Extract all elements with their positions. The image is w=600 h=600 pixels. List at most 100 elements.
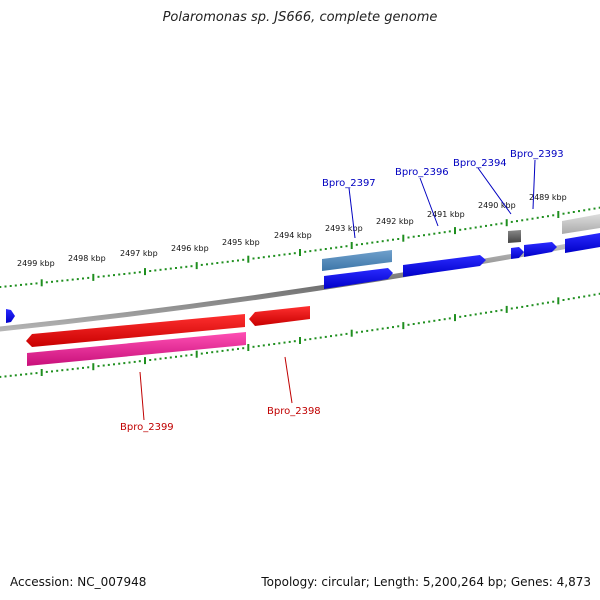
minor-tick <box>479 225 482 228</box>
minor-tick <box>97 365 100 368</box>
minor-tick <box>361 243 363 246</box>
gene-label-bpro-2399[interactable]: Bpro_2399 <box>120 422 174 433</box>
major-tick <box>402 234 405 242</box>
gene-label-bpro-2396[interactable]: Bpro_2396 <box>395 167 449 178</box>
minor-tick <box>273 343 276 345</box>
gene-feature[interactable] <box>524 242 557 257</box>
gene-feature[interactable] <box>511 247 524 259</box>
gene-label-bpro-2393[interactable]: Bpro_2393 <box>510 149 564 160</box>
minor-tick <box>113 363 115 366</box>
minor-tick <box>510 307 513 310</box>
minor-tick <box>56 369 59 372</box>
gene-feature[interactable] <box>403 255 486 277</box>
minor-tick <box>273 254 276 257</box>
major-tick <box>144 268 146 276</box>
gene-feature-light[interactable] <box>562 214 600 234</box>
minor-tick <box>242 258 245 261</box>
gene-feature-grey[interactable] <box>508 230 521 243</box>
major-tick <box>144 357 146 365</box>
gene-feature[interactable] <box>26 314 245 347</box>
major-tick <box>350 242 353 249</box>
minor-tick <box>9 285 12 287</box>
minor-tick <box>262 256 265 259</box>
minor-tick <box>562 299 565 301</box>
major-tick <box>402 322 405 330</box>
minor-tick <box>268 343 270 346</box>
forward-strand-genes <box>6 214 600 323</box>
gene-feature[interactable] <box>324 268 393 289</box>
minor-tick <box>226 349 229 352</box>
gene-feature-pink[interactable] <box>27 332 246 366</box>
minor-tick <box>231 260 234 263</box>
minor-tick <box>552 214 555 217</box>
gene-feature-pale[interactable] <box>322 250 392 271</box>
minor-tick <box>464 315 467 317</box>
minor-tick <box>319 248 322 251</box>
minor-tick <box>76 367 79 370</box>
minor-tick <box>324 248 327 250</box>
minor-tick <box>366 242 369 245</box>
minor-tick <box>521 219 524 222</box>
minor-tick <box>407 323 410 326</box>
minor-tick <box>237 259 239 262</box>
label-leaders <box>139 159 536 421</box>
leader-line <box>419 177 439 227</box>
minor-tick <box>231 348 234 351</box>
minor-tick <box>66 368 69 371</box>
minor-tick <box>61 279 64 282</box>
minor-tick <box>355 331 358 334</box>
kbp-label: 2495 kbp <box>222 238 260 247</box>
gene-label-bpro-2397[interactable]: Bpro_2397 <box>322 178 376 189</box>
minor-tick <box>221 349 224 352</box>
minor-tick <box>495 223 498 226</box>
minor-tick <box>304 338 307 341</box>
gene-label-bpro-2394[interactable]: Bpro_2394 <box>453 158 507 169</box>
minor-tick <box>376 240 379 243</box>
minor-tick <box>572 297 575 300</box>
minor-tick <box>443 318 446 321</box>
minor-tick <box>567 298 570 301</box>
minor-tick <box>438 231 441 234</box>
gene-label-bpro-2398[interactable]: Bpro_2398 <box>267 406 321 417</box>
minor-tick <box>330 247 332 250</box>
minor-tick <box>164 268 167 271</box>
major-tick <box>350 329 353 337</box>
minor-tick <box>175 267 177 269</box>
minor-tick <box>309 338 312 341</box>
minor-tick <box>340 245 343 248</box>
minor-tick <box>593 293 596 296</box>
minor-tick <box>252 257 255 260</box>
minor-tick <box>283 341 286 344</box>
kbp-label: 2497 kbp <box>120 249 158 258</box>
minor-tick <box>221 261 224 264</box>
minor-tick <box>423 321 425 324</box>
minor-tick <box>51 280 53 283</box>
major-tick <box>40 279 43 287</box>
minor-tick <box>371 329 374 332</box>
minor-tick <box>71 278 74 281</box>
minor-tick <box>547 215 549 218</box>
minor-tick <box>578 210 580 213</box>
minor-tick <box>428 320 431 323</box>
minor-tick <box>216 350 219 353</box>
leader-line <box>532 159 536 210</box>
minor-tick <box>190 265 193 268</box>
gene-feature[interactable] <box>565 233 600 253</box>
gene-feature[interactable] <box>6 309 15 323</box>
minor-tick <box>87 276 90 279</box>
minor-tick <box>392 238 394 241</box>
gene-feature[interactable] <box>249 306 310 326</box>
minor-tick <box>433 232 436 235</box>
minor-tick <box>474 226 477 229</box>
minor-tick <box>293 340 296 343</box>
minor-tick <box>536 216 539 219</box>
minor-tick <box>102 275 105 278</box>
kbp-label-group: 2499 kbp 2498 kbp 2497 kbp 2496 kbp 2495… <box>17 193 567 268</box>
minor-tick <box>20 373 22 376</box>
minor-tick <box>552 300 555 303</box>
minor-tick <box>407 236 410 239</box>
minor-tick <box>345 245 348 248</box>
major-tick <box>40 369 43 376</box>
kbp-label: 2496 kbp <box>171 244 209 253</box>
minor-tick <box>474 313 477 316</box>
